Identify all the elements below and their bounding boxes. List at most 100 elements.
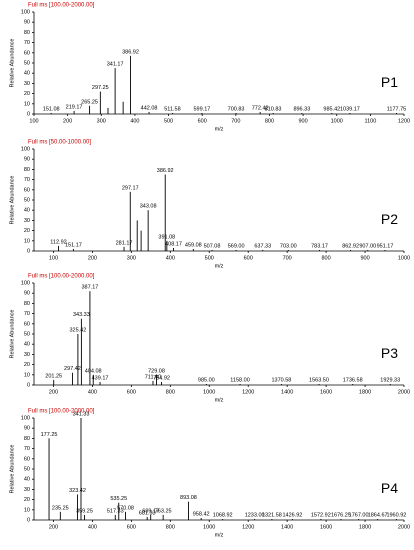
y-tick-label: 80 [24, 436, 30, 442]
x-tick-label: 1800 [359, 524, 371, 530]
peak-label: 570.08 [117, 505, 134, 511]
peak-label: 343.33 [73, 312, 90, 318]
x-tick-label: 600 [127, 524, 136, 530]
x-tick-label: 500 [164, 118, 173, 124]
x-tick-label: 1200 [398, 118, 410, 124]
y-tick-label: 0 [27, 517, 30, 523]
x-tick-label: 400 [166, 255, 175, 261]
y-tick-label: 60 [24, 456, 30, 462]
y-tick-label: 30 [24, 487, 30, 493]
x-tick-label: 700 [283, 255, 292, 261]
y-tick-label: 60 [24, 50, 30, 56]
panel-title: Full ms [100.00-2000.00] [28, 274, 95, 280]
peak-label: 681.33 [139, 510, 156, 516]
x-tick-label: 1100 [364, 118, 376, 124]
peak-label: 1563.50 [309, 377, 329, 383]
peak-label: 1676.25 [331, 512, 351, 518]
peak-label: 1370.58 [271, 377, 291, 383]
y-tick-label: 50 [24, 60, 30, 66]
x-axis-label: m/z [215, 126, 224, 132]
y-tick-label: 50 [24, 331, 30, 337]
peak-label: 341.33 [73, 411, 90, 417]
x-tick-label: 100 [29, 118, 38, 124]
peak-label: 1068.92 [213, 512, 233, 518]
y-tick-label: 20 [24, 228, 30, 234]
x-tick-label: 1800 [359, 389, 371, 395]
y-tick-label: 40 [24, 342, 30, 348]
peak-label: 408.17 [165, 241, 182, 247]
peak-label: 985.00 [198, 377, 215, 383]
peak-label: 386.92 [157, 168, 174, 174]
y-tick-label: 70 [24, 40, 30, 46]
x-tick-label: 200 [63, 118, 72, 124]
x-tick-label: 200 [49, 524, 58, 530]
y-tick-label: 100 [21, 415, 30, 421]
x-tick-label: 2000 [398, 389, 410, 395]
peak-label: 729.08 [148, 368, 165, 374]
x-tick-label: 500 [205, 255, 214, 261]
y-axis-label: Relative Abundance [9, 39, 15, 88]
x-tick-label: 800 [265, 118, 274, 124]
peak-label: 297.25 [92, 85, 109, 91]
peak-label: 265.25 [81, 99, 98, 105]
peak-label: 323.42 [69, 488, 86, 494]
x-axis-label: m/z [215, 397, 224, 403]
peak-label: 1572.92 [311, 512, 331, 518]
x-tick-label: 700 [231, 118, 240, 124]
peak-label: 958.42 [193, 511, 210, 517]
peak-label: 442.08 [141, 105, 158, 111]
y-axis-label: Relative Abundance [9, 176, 15, 225]
y-tick-label: 20 [24, 497, 30, 503]
peak-label: 1767.00 [349, 512, 369, 518]
x-tick-label: 600 [244, 255, 253, 261]
panel-title: Full ms [100.00-2000.00] [28, 3, 95, 9]
y-tick-label: 80 [24, 30, 30, 36]
peak-label: 343.08 [140, 204, 157, 210]
peak-label: 386.92 [122, 49, 139, 55]
x-tick-label: 1600 [320, 524, 332, 530]
x-tick-label: 300 [97, 118, 106, 124]
y-tick-label: 20 [24, 362, 30, 368]
peak-label: 599.17 [193, 106, 210, 112]
peak-label: 341.17 [107, 62, 124, 68]
peak-label: 862.92 [342, 243, 359, 249]
y-tick-label: 40 [24, 477, 30, 483]
peak-label: 783.17 [311, 243, 328, 249]
x-tick-label: 1000 [398, 255, 410, 261]
peak-label: 387.17 [82, 285, 99, 291]
y-axis-label: Relative Abundance [9, 445, 15, 494]
peak-label: 219.17 [66, 104, 83, 110]
peak-label: 235.25 [52, 505, 69, 511]
peak-label: 325.42 [69, 327, 86, 333]
x-tick-label: 400 [88, 524, 97, 530]
peak-label: 699.17 [142, 508, 159, 514]
x-tick-label: 1600 [320, 389, 332, 395]
y-tick-label: 0 [27, 382, 30, 388]
x-tick-label: 800 [166, 389, 175, 395]
peak-label: 893.08 [180, 495, 197, 501]
y-tick-label: 80 [24, 167, 30, 173]
x-tick-label: 800 [166, 524, 175, 530]
peak-label: 1321.58 [262, 512, 282, 518]
y-tick-label: 90 [24, 20, 30, 26]
y-tick-label: 90 [24, 291, 30, 297]
y-tick-label: 60 [24, 321, 30, 327]
x-tick-label: 800 [322, 255, 331, 261]
y-tick-label: 40 [24, 208, 30, 214]
y-tick-label: 70 [24, 177, 30, 183]
peak-label: 439.17 [92, 375, 109, 381]
y-tick-label: 50 [24, 197, 30, 203]
x-tick-label: 200 [49, 389, 58, 395]
peak-label: 151.17 [65, 242, 82, 248]
peak-label: 711.00 [145, 374, 161, 380]
x-tick-label: 400 [88, 389, 97, 395]
peak-label: 177.25 [41, 432, 58, 438]
x-tick-label: 200 [88, 255, 97, 261]
panel-title: Full ms [100.00-2000.00] [28, 409, 95, 415]
panel-title: Full ms [50.00-1000.00] [28, 140, 91, 146]
x-axis-label: m/z [215, 532, 224, 538]
peak-label: 391.08 [158, 234, 175, 240]
x-tick-label: 1200 [242, 389, 254, 395]
y-tick-label: 100 [21, 280, 30, 286]
